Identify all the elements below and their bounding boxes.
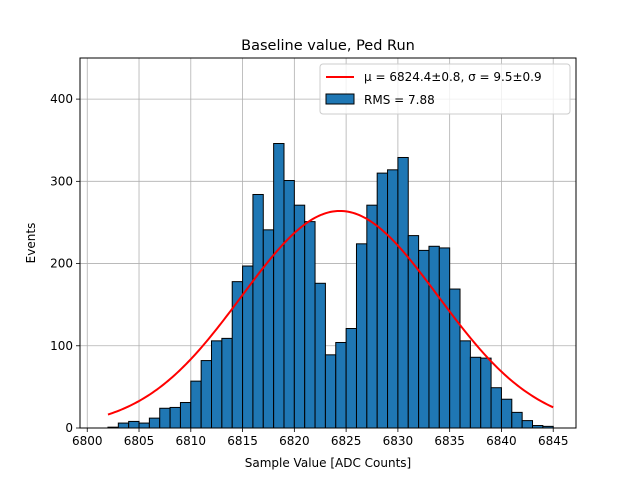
histogram-bar: [449, 288, 461, 429]
histogram-bar: [293, 204, 306, 429]
histogram-bar: [355, 243, 368, 429]
histogram-bar: [469, 356, 482, 429]
histogram-bar: [128, 420, 140, 429]
x-tick-label: 6805: [124, 434, 155, 448]
x-tick-label: 6810: [176, 434, 207, 448]
histogram-bar: [304, 221, 316, 429]
histogram-bar: [314, 282, 326, 429]
histogram-bar: [211, 340, 223, 429]
histogram-bar: [500, 398, 513, 429]
x-axis-ticks: 6800 6805 6810 6815 6820 6825 6830 6835 6840 6845: [72, 428, 569, 448]
fit-curve: [107, 209, 554, 416]
histogram-bar: [521, 420, 534, 429]
y-tick-label: 0: [65, 421, 73, 435]
histogram-bar: [148, 417, 161, 429]
x-tick-label: 6840: [486, 434, 517, 448]
histogram-bar: [345, 328, 357, 429]
histogram-bar: [366, 204, 378, 429]
histogram-bar: [490, 387, 502, 429]
chart-title: Baseline value, Ped Run: [241, 38, 415, 54]
x-axis-label: Sample Value [ADC Counts]: [245, 456, 411, 470]
x-tick-label: 6845: [538, 434, 569, 448]
fit-curve-layer: [107, 209, 554, 416]
histogram-bar: [242, 265, 254, 429]
histogram-bar: [511, 411, 523, 429]
histogram-bar: [231, 281, 244, 429]
legend-hist-label: RMS = 7.88: [364, 93, 435, 107]
x-tick-label: 6800: [72, 434, 103, 448]
legend: μ = 6824.4±0.8, σ = 9.5±0.9 RMS = 7.88: [319, 63, 571, 115]
histogram-bar: [138, 422, 150, 429]
x-tick-label: 6820: [279, 434, 310, 448]
histogram-bar: [179, 402, 192, 429]
x-tick-label: 6830: [383, 434, 414, 448]
histogram-bar: [459, 340, 471, 429]
histogram-bar: [252, 193, 264, 429]
histogram-bar: [324, 354, 337, 429]
histogram-bar: [169, 406, 181, 429]
histogram-bar: [428, 245, 440, 429]
histogram-bar: [438, 247, 451, 429]
histogram-bar: [159, 407, 171, 429]
histogram-bar: [387, 169, 399, 429]
histogram-bar: [200, 360, 213, 429]
histogram-bar: [221, 337, 233, 429]
histogram-bar: [283, 180, 295, 429]
legend-fit-label: μ = 6824.4±0.8, σ = 9.5±0.9: [364, 70, 542, 84]
y-tick-label: 400: [50, 92, 73, 106]
legend-hist-swatch: [325, 93, 355, 105]
histogram-bar: [262, 229, 275, 429]
y-tick-label: 200: [50, 257, 73, 271]
histogram-bar: [117, 422, 130, 429]
y-axis-ticks: 0 100 200 300 400: [50, 92, 80, 435]
legend-box: [319, 63, 571, 115]
histogram-bar: [335, 341, 347, 429]
histogram-bar: [397, 156, 409, 429]
x-tick-label: 6835: [434, 434, 465, 448]
y-tick-label: 300: [50, 174, 73, 188]
axes-frame: [79, 57, 577, 429]
histogram-bar: [480, 357, 492, 429]
histogram-bar: [190, 380, 202, 429]
y-tick-label: 100: [50, 339, 73, 353]
y-axis-label: Events: [24, 223, 38, 264]
x-tick-label: 6825: [331, 434, 362, 448]
histogram-bar: [376, 172, 389, 429]
x-tick-label: 6815: [227, 434, 258, 448]
histogram-bar: [273, 143, 285, 429]
